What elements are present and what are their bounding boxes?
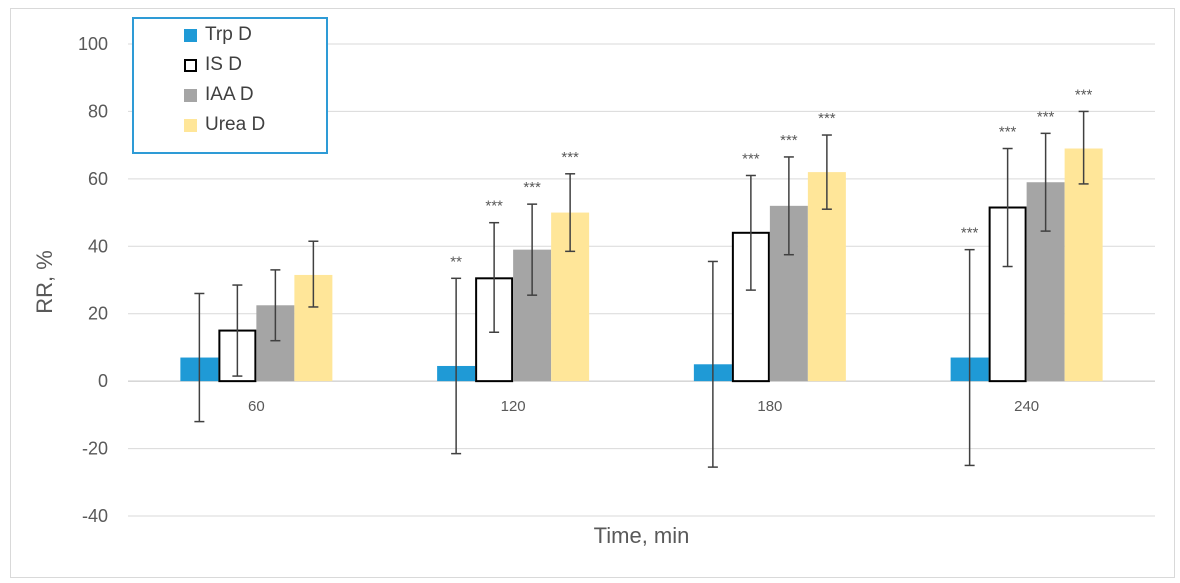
legend-label-urea: Urea D bbox=[205, 114, 266, 135]
y-tick-label: -40 bbox=[82, 506, 108, 526]
legend-swatch-urea bbox=[184, 118, 197, 132]
significance-label: *** bbox=[485, 198, 503, 215]
significance-label: *** bbox=[742, 150, 760, 167]
x-axis-title: Time, min bbox=[594, 523, 690, 548]
x-tick-label: 240 bbox=[1014, 398, 1039, 415]
legend-item-iaa: IAA D bbox=[184, 82, 254, 108]
significance-label: *** bbox=[999, 124, 1017, 141]
significance-label: *** bbox=[1037, 108, 1055, 125]
legend-label-iaa: IAA D bbox=[205, 84, 254, 105]
significance-label: *** bbox=[961, 225, 979, 242]
legend-label-is: IS D bbox=[205, 54, 242, 75]
y-tick-label: 60 bbox=[88, 169, 108, 189]
x-tick-label: 60 bbox=[248, 398, 265, 415]
y-tick-label: 100 bbox=[78, 34, 108, 54]
legend: Trp D IS D IAA D Urea D bbox=[132, 17, 328, 154]
y-tick-label: 80 bbox=[88, 101, 108, 121]
significance-label: *** bbox=[780, 132, 798, 149]
legend-label-trp: Trp D bbox=[205, 24, 252, 45]
y-tick-label: 0 bbox=[98, 371, 108, 391]
y-tick-label: -20 bbox=[82, 439, 108, 459]
legend-item-trp: Trp D bbox=[184, 22, 252, 48]
y-axis-title: RR, % bbox=[32, 250, 57, 314]
x-tick-label: 120 bbox=[501, 398, 526, 415]
significance-label: ** bbox=[450, 253, 462, 270]
legend-swatch-trp bbox=[184, 28, 197, 42]
legend-swatch-is bbox=[184, 58, 197, 72]
significance-label: *** bbox=[523, 179, 541, 196]
x-tick-label: 180 bbox=[757, 398, 782, 415]
significance-label: *** bbox=[818, 110, 836, 127]
legend-item-is: IS D bbox=[184, 52, 242, 78]
significance-label: *** bbox=[1075, 86, 1093, 103]
legend-item-urea: Urea D bbox=[184, 112, 265, 138]
bar-urea bbox=[1064, 148, 1103, 382]
y-tick-label: 40 bbox=[88, 236, 108, 256]
y-tick-label: 20 bbox=[88, 304, 108, 324]
chart-frame bbox=[10, 8, 1175, 578]
legend-swatch-iaa bbox=[184, 88, 197, 102]
significance-label: *** bbox=[561, 149, 579, 166]
